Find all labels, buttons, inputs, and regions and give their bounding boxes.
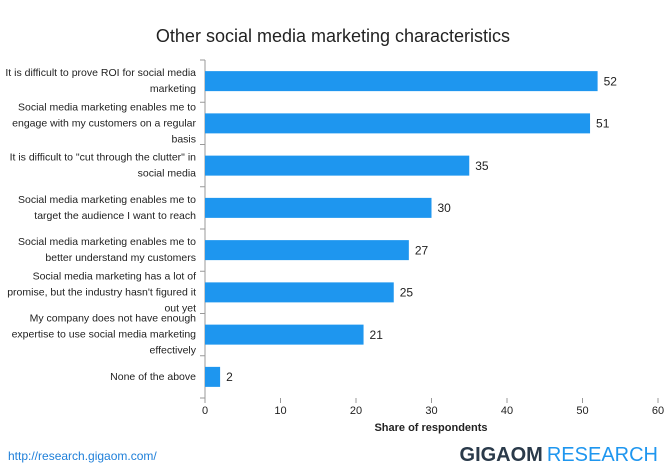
y-tick-label: None of the above [110, 371, 196, 383]
x-tick-label: 60 [652, 405, 664, 417]
x-axis-label: Share of respondents [374, 422, 487, 434]
x-tick-label: 0 [202, 405, 208, 417]
footer-url: http://research.gigaom.com/ [8, 449, 157, 463]
value-label: 2 [226, 370, 233, 384]
value-label: 30 [438, 201, 452, 215]
value-label: 51 [596, 117, 610, 131]
footer-logo: GIGAOM RESEARCH [460, 444, 658, 466]
x-tick-label: 50 [576, 405, 588, 417]
y-tick-label: It is difficult to "cut through the clut… [10, 151, 197, 179]
x-tick-label: 10 [274, 405, 286, 417]
y-tick-label: It is difficult to prove ROI for social … [5, 67, 196, 95]
bar [205, 155, 470, 176]
y-tick-label: Social media marketing has a lot of promi… [7, 270, 196, 314]
x-tick-label: 20 [350, 405, 362, 417]
x-tick-label: 30 [425, 405, 437, 417]
bar [205, 71, 598, 92]
value-label: 35 [475, 159, 489, 173]
chart-title: Other social media marketing characteris… [156, 26, 510, 46]
x-tick-label: 40 [501, 405, 513, 417]
bar [205, 113, 591, 134]
bar [205, 324, 364, 345]
value-label: 25 [400, 286, 414, 300]
y-tick-label: Social media marketing enables me to bett… [18, 236, 196, 264]
bar [205, 240, 409, 261]
logo-suffix: RESEARCH [547, 444, 658, 466]
logo-brand: GIGAOM [460, 444, 543, 466]
bar [205, 366, 221, 387]
bar [205, 197, 432, 218]
y-tick-label: My company does not have enough expertise… [12, 312, 197, 356]
value-label: 52 [604, 74, 618, 88]
y-tick-label: Social media marketing enables me to targ… [18, 194, 196, 222]
value-label: 21 [370, 328, 384, 342]
bar [205, 282, 394, 303]
y-tick-label: Social media marketing enables me to enga… [12, 101, 196, 145]
value-label: 27 [415, 243, 429, 257]
